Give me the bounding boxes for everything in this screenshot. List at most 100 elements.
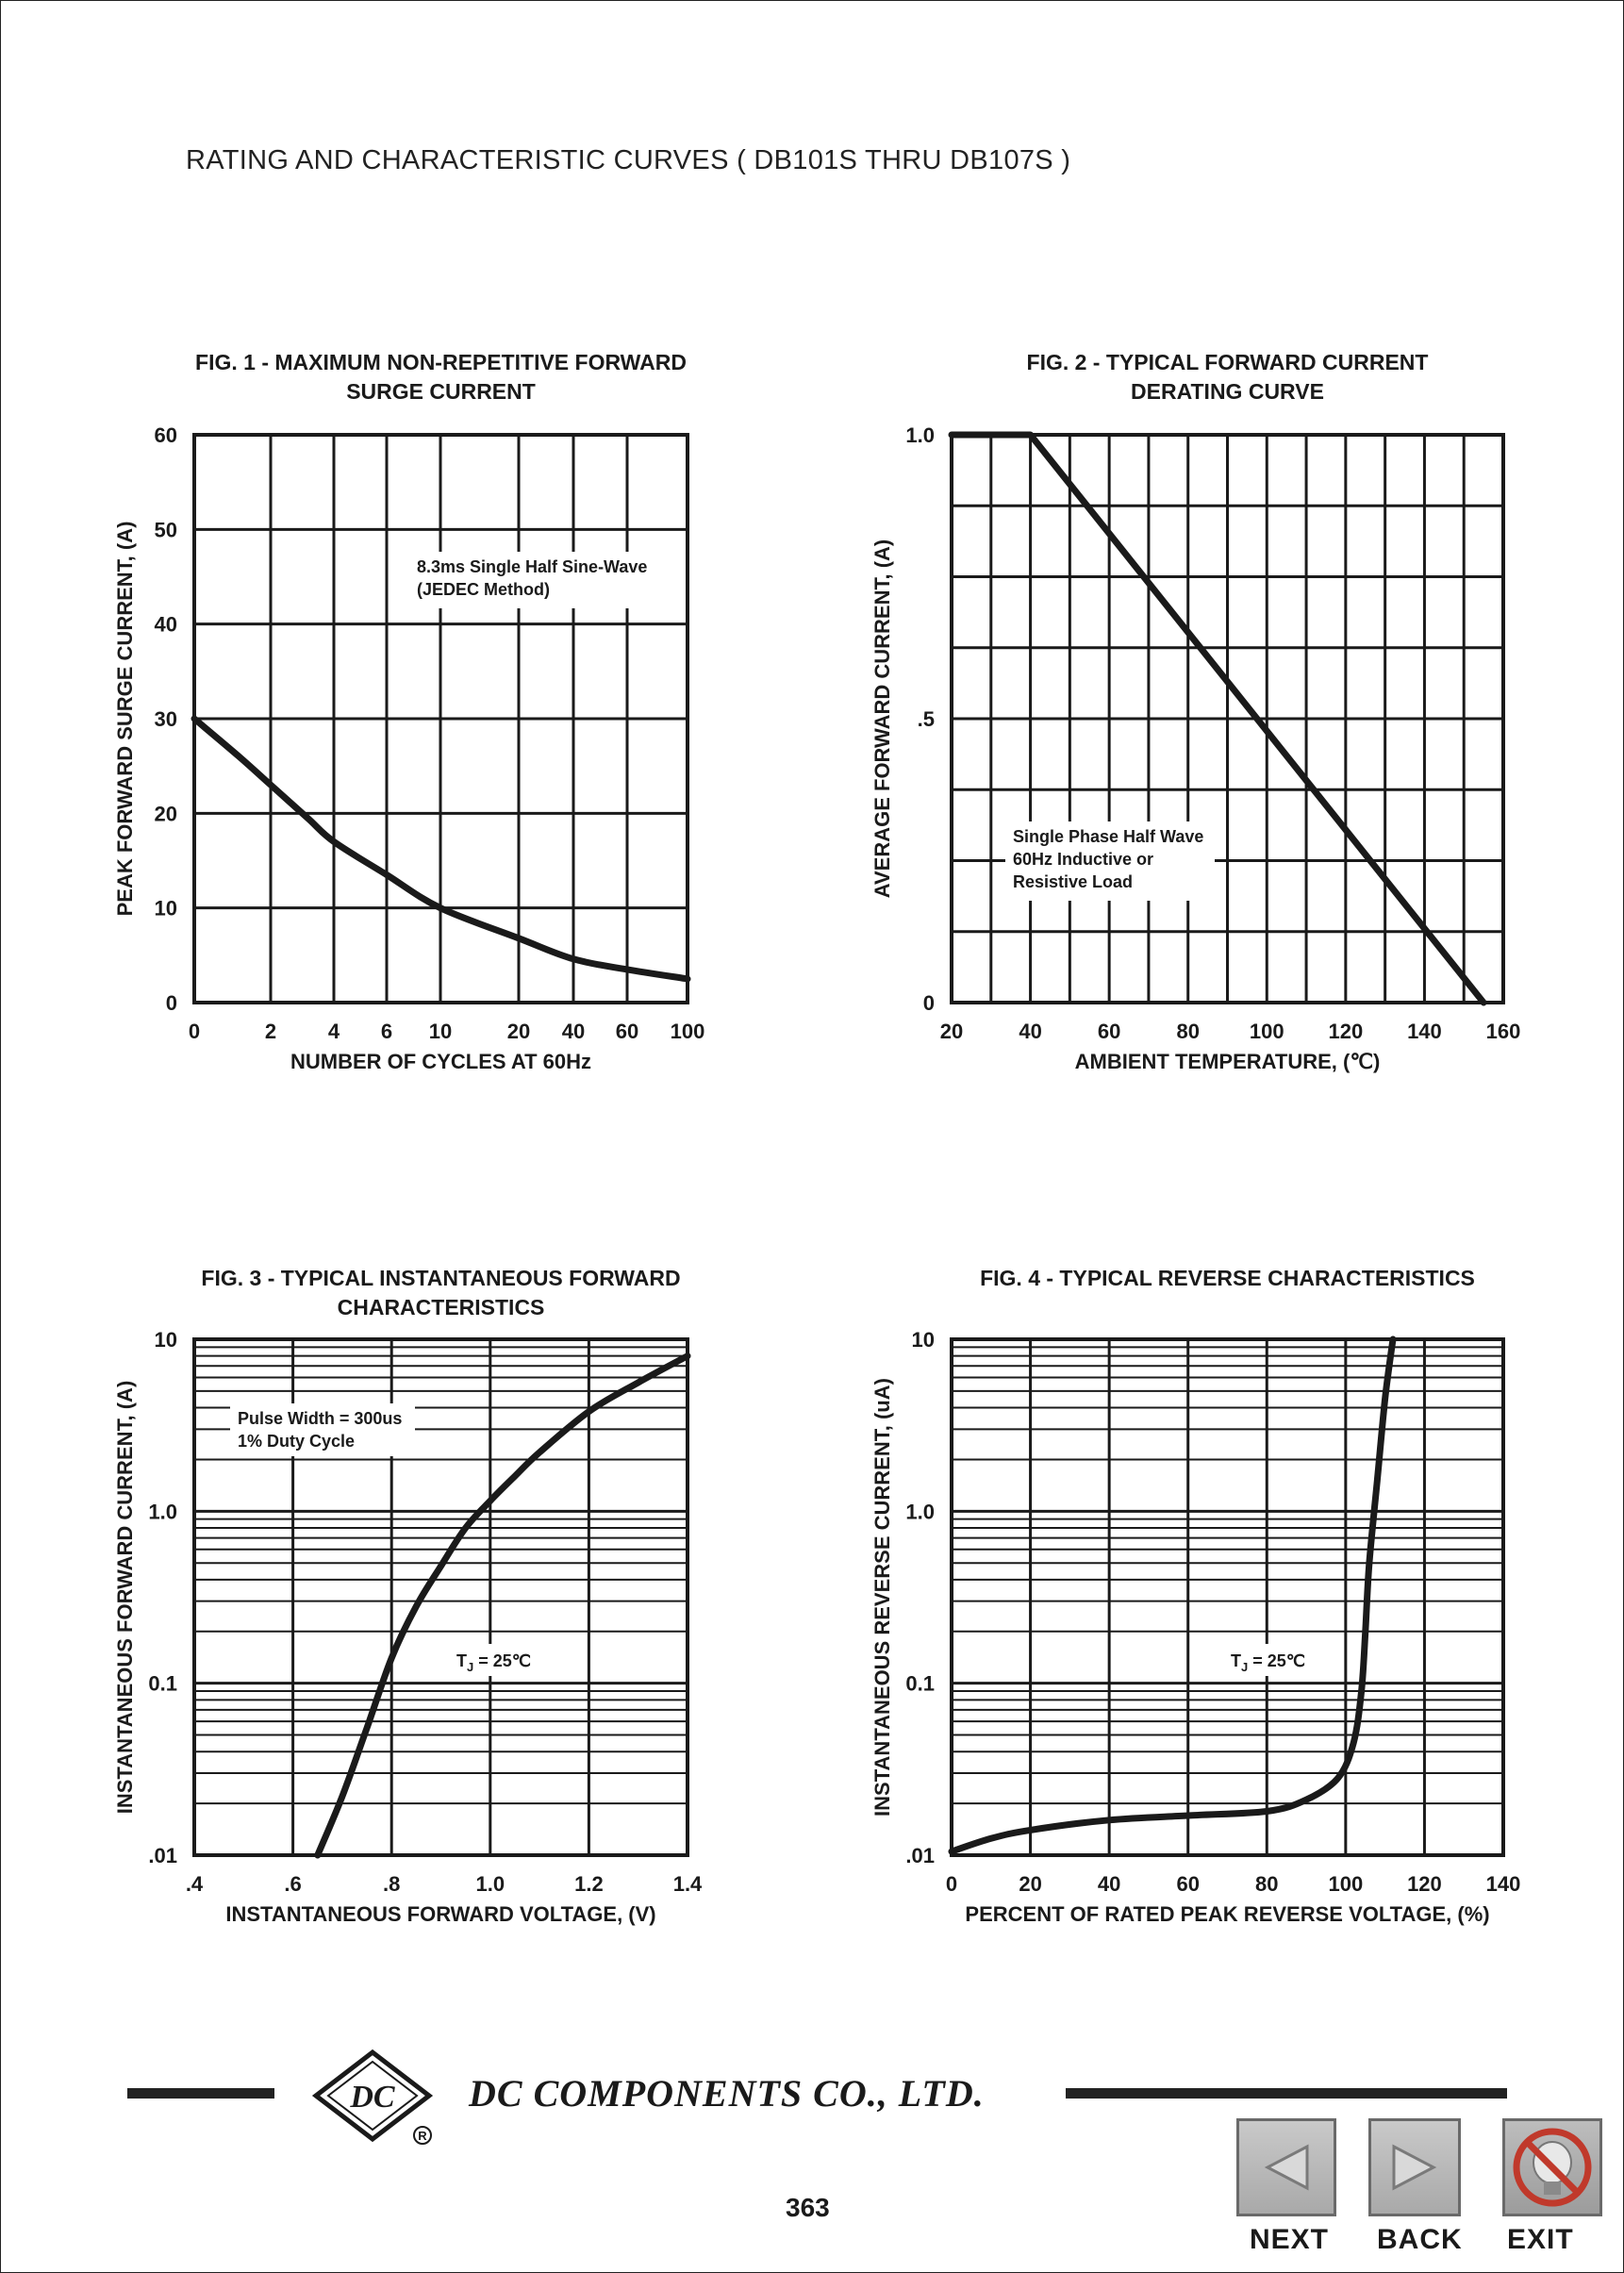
y-tick-label: 1.0 (148, 1500, 177, 1523)
x-tick-label: 4 (328, 1020, 340, 1043)
x-axis-label: AMBIENT TEMPERATURE, (℃) (1075, 1050, 1381, 1073)
annotation-text: (JEDEC Method) (417, 580, 550, 599)
x-tick-label: 80 (1255, 1872, 1278, 1896)
y-tick-label: 10 (155, 897, 177, 921)
y-axis-label: AVERAGE FORWARD CURRENT, (A) (870, 539, 894, 899)
x-tick-label: 60 (1098, 1020, 1120, 1043)
x-tick-label: 100 (1328, 1872, 1363, 1896)
x-axis-label: PERCENT OF RATED PEAK REVERSE VOLTAGE, (… (965, 1902, 1489, 1926)
annotation-box (230, 1403, 415, 1456)
company-name: DC COMPONENTS CO., LTD. (469, 2072, 985, 2115)
y-tick-label: .01 (148, 1844, 177, 1867)
x-tick-label: 40 (1098, 1872, 1120, 1896)
x-tick-label: 20 (507, 1020, 530, 1043)
x-tick-label: 140 (1407, 1020, 1442, 1043)
y-tick-label: 0 (923, 991, 935, 1015)
annotation-text: Pulse Width = 300us (238, 1409, 402, 1428)
x-tick-label: 20 (1019, 1872, 1041, 1896)
chart-title: FIG. 1 - MAXIMUM NON-REPETITIVE FORWARD (195, 350, 687, 374)
footer-line-left (127, 2088, 274, 2099)
x-tick-label: 6 (381, 1020, 392, 1043)
company-logo: DC R (311, 2049, 434, 2145)
annotation-box (409, 552, 656, 608)
condition-label: TJ = 25℃ (456, 1651, 531, 1674)
grid (952, 435, 1503, 1003)
x-tick-label: 140 (1486, 1872, 1521, 1896)
exit-button[interactable] (1502, 2118, 1602, 2216)
y-tick-label: 0.1 (148, 1672, 177, 1696)
next-button[interactable] (1236, 2118, 1336, 2216)
y-axis-label: INSTANTANEOUS FORWARD CURRENT, (A) (113, 1381, 137, 1815)
y-tick-label: 40 (155, 613, 177, 637)
x-tick-label: .6 (284, 1872, 301, 1896)
x-tick-label: .8 (383, 1872, 400, 1896)
y-tick-label: .5 (918, 707, 935, 731)
chart-fig3: FIG. 3 - TYPICAL INSTANTANEOUS FORWARD CH… (113, 1266, 703, 1926)
y-tick-label: 30 (155, 707, 177, 731)
plot-frame (950, 1337, 1505, 1857)
annotation-text: 8.3ms Single Half Sine-Wave (417, 557, 647, 576)
x-tick-label: 1.2 (574, 1872, 604, 1896)
x-tick-label: 0 (189, 1020, 200, 1043)
x-tick-label: 120 (1328, 1020, 1363, 1043)
y-tick-label: 50 (155, 518, 177, 541)
y-tick-label: 0.1 (905, 1672, 935, 1696)
y-tick-label: 0 (166, 991, 177, 1015)
x-tick-label: 10 (429, 1020, 452, 1043)
page-number: 363 (786, 2193, 830, 2222)
chart-fig2: FIG. 2 - TYPICAL FORWARD CURRENT DERATING… (870, 350, 1520, 1073)
x-tick-label: 40 (562, 1020, 585, 1043)
x-tick-label: 100 (1250, 1020, 1284, 1043)
x-axis-label: INSTANTANEOUS FORWARD VOLTAGE, (V) (225, 1902, 655, 1926)
y-tick-label: .01 (905, 1844, 935, 1867)
triangle-right-icon (1392, 2144, 1437, 2191)
x-tick-label: 1.4 (673, 1872, 703, 1896)
x-tick-label: 160 (1486, 1020, 1521, 1043)
chart-fig1: FIG. 1 - MAXIMUM NON-REPETITIVE FORWARD S… (113, 350, 704, 1073)
x-tick-label: .4 (186, 1872, 204, 1896)
grid (194, 435, 688, 1003)
x-tick-label: 2 (265, 1020, 276, 1043)
chart-title: SURGE CURRENT (346, 379, 536, 404)
back-label: BACK (1377, 2224, 1463, 2255)
y-tick-label: 10 (155, 1328, 177, 1352)
x-tick-label: 120 (1407, 1872, 1442, 1896)
chart-title: FIG. 2 - TYPICAL FORWARD CURRENT (1027, 350, 1429, 374)
page-title: RATING AND CHARACTERISTIC CURVES ( DB101… (186, 145, 1071, 175)
registered-mark-icon (413, 2126, 432, 2145)
condition-box (1227, 1644, 1321, 1676)
condition-label: TJ = 25℃ (1231, 1651, 1305, 1674)
plot-frame (192, 1337, 689, 1857)
annotation-text: 1% Duty Cycle (238, 1432, 355, 1451)
plot-frame (950, 433, 1505, 1004)
no-entry-bulb-icon (1513, 2128, 1592, 2207)
grid (952, 1339, 1503, 1855)
x-tick-label: 100 (671, 1020, 705, 1043)
data-curve-fig1 (191, 715, 691, 983)
x-tick-label: 80 (1176, 1020, 1199, 1043)
y-axis-label: INSTANTANEOUS REVERSE CURRENT, (uA) (870, 1378, 894, 1817)
annotation-text: Single Phase Half Wave (1013, 827, 1203, 846)
annotation-box (1005, 821, 1215, 901)
chart-title: FIG. 4 - TYPICAL REVERSE CHARACTERISTICS (980, 1266, 1475, 1290)
y-tick-label: 1.0 (905, 1500, 935, 1523)
x-tick-label: 40 (1019, 1020, 1041, 1043)
logo-text: DC (349, 2080, 395, 2115)
back-button[interactable] (1368, 2118, 1461, 2216)
chart-title: DERATING CURVE (1131, 379, 1324, 404)
x-tick-label: 20 (940, 1020, 963, 1043)
y-tick-label: 1.0 (905, 423, 935, 447)
annotation-text: 60Hz Inductive or (1013, 850, 1153, 869)
y-tick-label: 60 (155, 423, 177, 447)
x-tick-label: 60 (616, 1020, 638, 1043)
annotation-text: Resistive Load (1013, 872, 1133, 891)
chart-title: CHARACTERISTICS (338, 1295, 545, 1319)
condition-box (453, 1644, 547, 1676)
x-tick-label: 60 (1176, 1872, 1199, 1896)
triangle-left-icon (1264, 2144, 1309, 2191)
y-axis-label: PEAK FORWARD SURGE CURRENT, (A) (113, 522, 137, 917)
exit-label: EXIT (1507, 2224, 1574, 2255)
y-tick-label: 10 (912, 1328, 935, 1352)
data-curve-fig2 (948, 431, 1487, 1006)
